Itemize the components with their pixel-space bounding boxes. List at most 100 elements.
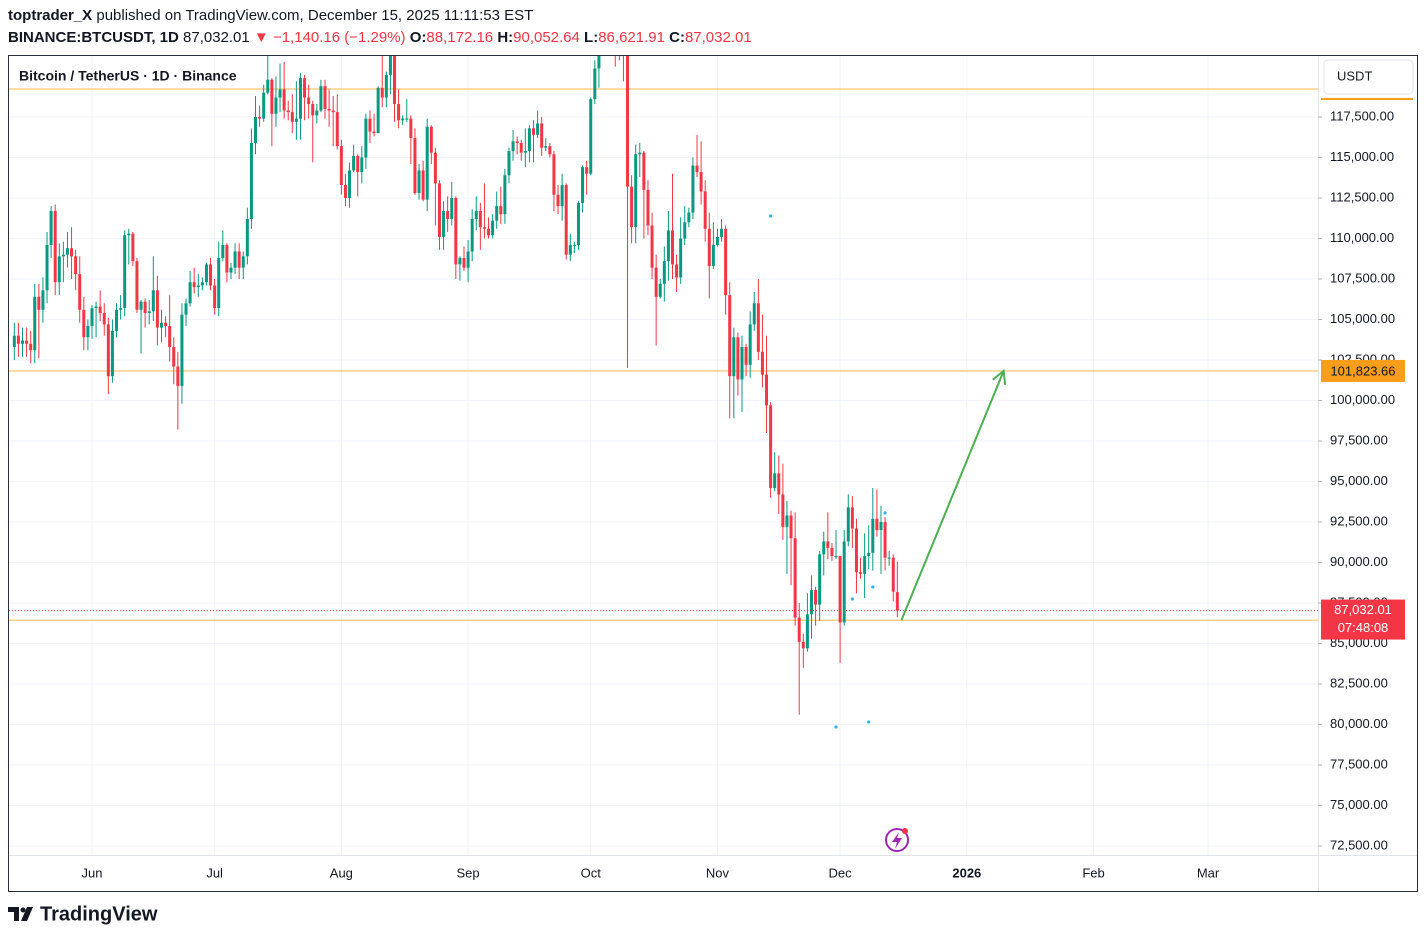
candle-body [850, 507, 854, 529]
x-tick-label: Aug [330, 865, 353, 880]
candle-body [290, 112, 294, 122]
candle-body [25, 340, 29, 344]
candle-body [854, 528, 858, 573]
candle-body [531, 128, 535, 135]
x-tick-label: Nov [706, 865, 730, 880]
x-tick-label: Mar [1197, 865, 1220, 880]
candle-body [801, 641, 805, 649]
candle-body [793, 538, 797, 618]
icon[interactable] [885, 828, 909, 852]
candle-body [159, 322, 163, 328]
icon-dot [902, 828, 908, 834]
y-tick-label: 100,000.00 [1330, 392, 1395, 407]
candle-body [433, 152, 437, 184]
candle-body [262, 92, 266, 119]
published: published on TradingView.com, December 1… [96, 7, 533, 24]
candle-body [380, 87, 384, 98]
candle-body [188, 282, 192, 304]
candle-body [499, 206, 503, 215]
author: toptrader_X [8, 7, 92, 24]
candle-body [576, 202, 580, 245]
candle-body [221, 244, 225, 258]
candle-body [249, 142, 253, 220]
candle-body [413, 138, 417, 194]
axes: 72,500.00 75,000.00 77,500.00 80,000.00 82,5… [82, 108, 1405, 880]
candle-body [110, 330, 114, 377]
candle-body [589, 99, 593, 174]
candle-body [323, 86, 327, 109]
candle-body [151, 290, 155, 312]
candle-body [777, 473, 781, 495]
candle-body [65, 248, 69, 255]
candle-body [818, 554, 822, 605]
candle-body [135, 261, 139, 310]
candle-body [895, 592, 899, 611]
candle-body [511, 141, 515, 152]
marker [769, 214, 773, 218]
candle-body [634, 154, 638, 228]
candle-body [597, 56, 601, 69]
candle-body [266, 79, 270, 93]
candle-body [131, 233, 135, 262]
last-price-label: 87,032.01 [1334, 602, 1392, 617]
candle-body [785, 515, 789, 527]
ohlc-value: 88,172.16 [426, 29, 493, 46]
candle-body [274, 97, 278, 114]
candle-body [691, 165, 695, 213]
candle-body [703, 191, 707, 229]
candle-body [155, 290, 159, 328]
arrow-head [992, 369, 1007, 385]
candle-body [442, 210, 446, 237]
candle-body [164, 322, 168, 326]
candle-body [454, 197, 458, 265]
candle-body [536, 123, 540, 135]
candle-body [679, 238, 683, 278]
candle-body [335, 112, 339, 147]
candle-body [846, 507, 850, 542]
candle-body [740, 347, 744, 380]
ohlc-label: L: [584, 29, 598, 46]
candle-body [593, 68, 597, 100]
candle-body [339, 146, 343, 186]
change: −1,140.16 (−1.29%) [273, 29, 406, 46]
candle-body [638, 152, 642, 155]
icon-circle [885, 828, 909, 852]
logo-dot [20, 907, 26, 913]
y-tick-label: 105,000.00 [1330, 311, 1395, 326]
candle-body [49, 210, 53, 245]
candle-body [527, 128, 531, 152]
candle-body [209, 264, 213, 286]
candle-body [699, 172, 703, 192]
candle-body [789, 515, 793, 539]
candle-body [319, 86, 323, 111]
currency: USDT [1337, 68, 1372, 83]
candle-body [94, 306, 98, 309]
candle-body [724, 228, 728, 296]
candle-body [814, 590, 818, 605]
last-price-bg [1321, 599, 1405, 640]
candle-body [446, 210, 450, 220]
candle-body [687, 212, 691, 223]
currency-box[interactable] [1323, 59, 1414, 95]
candle-body [826, 541, 830, 548]
candle-body [654, 267, 658, 297]
candle-body [470, 219, 474, 252]
y-tick-label: 80,000.00 [1330, 716, 1388, 731]
candle-body [225, 244, 229, 273]
candle-body [315, 110, 319, 116]
last: 87,032.01 [183, 29, 250, 46]
candle-body [519, 142, 523, 153]
candle-body [123, 235, 127, 309]
candle-body [642, 152, 646, 190]
candle-body [859, 572, 863, 574]
brand: TradingView [40, 903, 158, 925]
candle-body [585, 167, 589, 174]
candle-body [515, 141, 519, 143]
candle-body [675, 264, 679, 278]
candle-body [368, 118, 372, 132]
candle-body [863, 556, 867, 574]
candle-body [421, 170, 425, 200]
candle-body [401, 118, 405, 121]
candle-body [548, 146, 552, 155]
